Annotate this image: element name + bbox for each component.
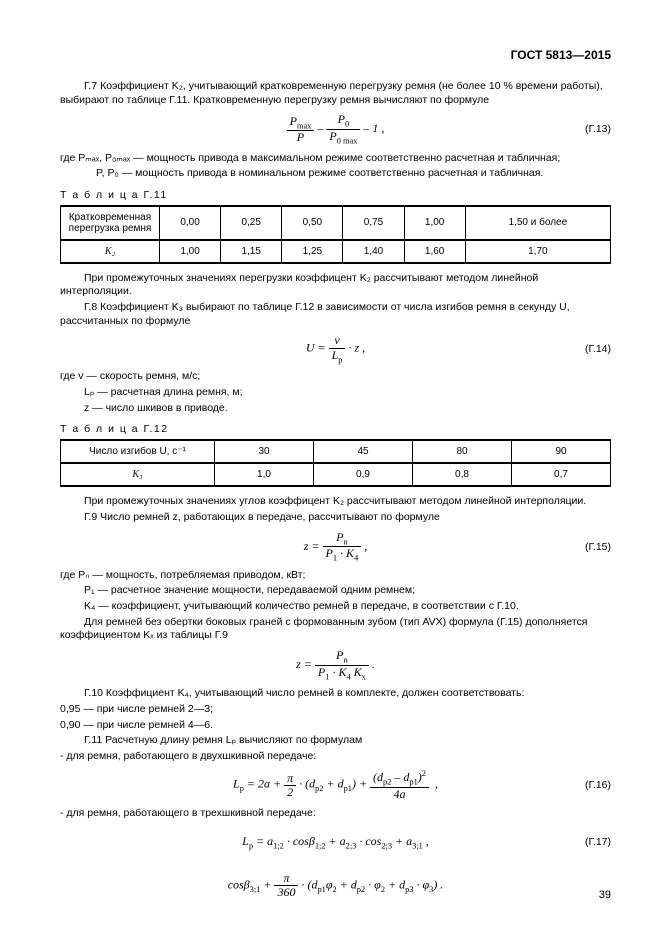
t11-r1c2: 0,00 xyxy=(160,206,221,240)
para-g10b: 0,95 — при числе ремней 2—3; xyxy=(60,703,611,717)
t11-r1c1: Кратковременная перегрузка ремня xyxy=(61,206,160,240)
where-g7-2: P, P₀ — мощность привода в номинальном р… xyxy=(60,167,611,181)
eqnum-g15: (Г.15) xyxy=(585,541,611,553)
t11-r1c4: 0,50 xyxy=(282,206,343,240)
eq-g13: PmaxP – P0P0 max – 1 , (Г.13) xyxy=(60,113,611,145)
eqnum-g16: (Г.16) xyxy=(585,779,611,791)
where-g7-1: где Pₘₐₓ, P₀ₘₐₓ — мощность привода в мак… xyxy=(60,152,611,166)
para-g7: Г.7 Коэффициент K₂, учитывающий кратковр… xyxy=(60,80,611,107)
t11-r2c1: K₂ xyxy=(61,240,160,263)
where-g8-1: где v — скорость ремня, м/с; xyxy=(60,370,611,384)
eq-g17: Lр = a1;2 · cosβ1;2 + a2;3 · cos2;3 + a3… xyxy=(60,827,611,857)
t12-r1c3: 45 xyxy=(314,440,413,463)
t11-r1c7: 1,50 и более xyxy=(465,206,610,240)
t12-r1c2: 30 xyxy=(215,440,314,463)
table-g11: Кратковременная перегрузка ремня 0,00 0,… xyxy=(60,205,611,264)
where-g9-2: P₁ — расчетное значение мощности, переда… xyxy=(60,584,611,598)
where-g8-2: Lₚ — расчетная длина ремня, м; xyxy=(60,386,611,400)
table-g11-caption: Т а б л и ц а Г.11 xyxy=(60,189,611,201)
t11-r2c7: 1,70 xyxy=(465,240,610,263)
where-g9-1: где Pₙ — мощность, потребляемая приводом… xyxy=(60,569,611,583)
eq-g16: Lр = 2a + π2 · (dр2 + dр1) + (dр2 – dр1)… xyxy=(60,769,611,801)
eqnum-g13: (Г.13) xyxy=(585,123,611,135)
t11-r2c3: 1,15 xyxy=(221,240,282,263)
t12-r2c2: 1,0 xyxy=(215,463,314,486)
t12-r1c5: 90 xyxy=(512,440,611,463)
t12-r2c3: 0,9 xyxy=(314,463,413,486)
para-g11c: - для ремня, работающего в трехшкивной п… xyxy=(60,807,611,821)
para-g11b: - для ремня, работающего в двухшкивной п… xyxy=(60,750,611,764)
eq-g15: z = PnP1 · K4 , (Г.15) xyxy=(60,531,611,563)
table-g12-caption: Т а б л и ц а Г.12 xyxy=(60,423,611,435)
t11-r1c3: 0,25 xyxy=(221,206,282,240)
eqnum-g17: (Г.17) xyxy=(585,836,611,848)
para-g9a: При промежуточных значениях углов коэффи… xyxy=(60,495,611,509)
para-g9c: Для ремней без обертки боковых граней с … xyxy=(60,616,611,643)
page-number: 39 xyxy=(599,889,611,901)
t11-r2c2: 1,00 xyxy=(160,240,221,263)
t11-r2c4: 1,25 xyxy=(282,240,343,263)
eq-g17b: cosβ3;1 + π360 · (dр1φ2 + dр2 · φ2 + dр3… xyxy=(60,871,611,901)
para-g8a: При промежуточных значениях перегрузки к… xyxy=(60,272,611,299)
eq-g15b: z = PnP1 · K4 Kx . xyxy=(60,649,611,681)
para-g10c: 0,90 — при числе ремней 4—6. xyxy=(60,719,611,733)
where-g9-3: K₄ — коэффициент, учитывающий количество… xyxy=(60,600,611,614)
table-g12: Число изгибов U, с⁻¹ 30 45 80 90 K₃ 1,0 … xyxy=(60,439,611,487)
where-g8-3: z — число шкивов в приводе. xyxy=(60,402,611,416)
t12-r1c4: 80 xyxy=(413,440,512,463)
t11-r2c6: 1,60 xyxy=(404,240,465,263)
t12-r2c5: 0,7 xyxy=(512,463,611,486)
t12-r2c1: K₃ xyxy=(61,463,215,486)
t11-r1c5: 0,75 xyxy=(343,206,404,240)
para-g9b: Г.9 Число ремней z, работающих в передач… xyxy=(60,511,611,525)
eqnum-g14: (Г.14) xyxy=(585,343,611,355)
standard-header: ГОСТ 5813—2015 xyxy=(60,48,611,62)
para-g10a: Г.10 Коэффициент K₄, учитывающий число р… xyxy=(60,687,611,701)
t12-r2c4: 0,8 xyxy=(413,463,512,486)
t11-r1c6: 1,00 xyxy=(404,206,465,240)
t11-r2c5: 1,40 xyxy=(343,240,404,263)
t12-r1c1: Число изгибов U, с⁻¹ xyxy=(61,440,215,463)
eq-g14: U = vLр · z , (Г.14) xyxy=(60,334,611,364)
para-g8b: Г.8 Коэффициент K₃ выбирают по таблице Г… xyxy=(60,301,611,328)
para-g11a: Г.11 Расчетную длину ремня Lₚ вычисляют … xyxy=(60,734,611,748)
